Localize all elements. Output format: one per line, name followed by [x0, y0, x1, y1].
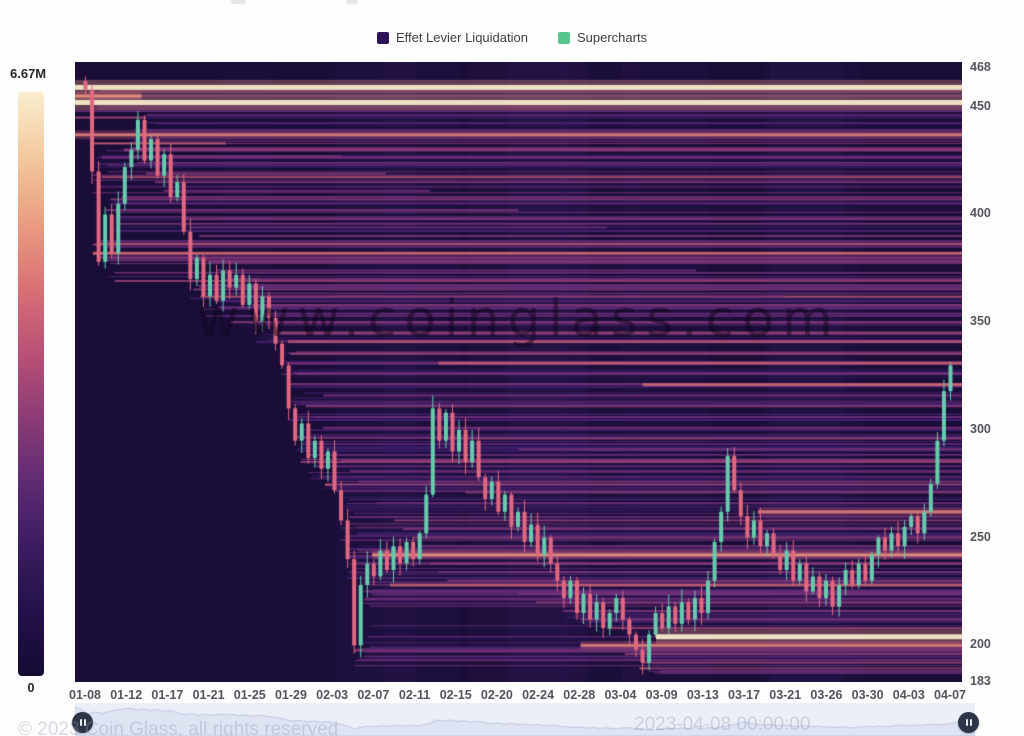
x-tick-label: 04-07 [934, 688, 966, 702]
colorbar-max-label: 6.67M [10, 66, 47, 81]
footer-ghost-timestamp: 2023-04-08 00:00:00 [634, 714, 811, 735]
y-tick-label: 350 [970, 314, 991, 329]
heatmap-canvas[interactable] [75, 62, 962, 682]
x-tick-label: 03-30 [851, 688, 884, 702]
x-tick-label: 03-04 [604, 688, 637, 702]
legend-item-supercharts[interactable]: Supercharts [557, 30, 648, 45]
y-tick-label: 468 [970, 60, 991, 74]
drag-handle-icon [83, 719, 86, 726]
x-tick-label: 01-29 [274, 688, 307, 702]
legend-swatch-purple-icon [376, 31, 389, 44]
x-tick-label: 01-25 [233, 688, 266, 702]
x-tick-label: 02-24 [522, 688, 555, 702]
y-tick-label: 400 [970, 206, 991, 221]
y-tick-label: 450 [970, 98, 991, 113]
navigator-left-handle[interactable] [72, 712, 93, 733]
x-tick-label: 01-12 [110, 688, 143, 702]
drag-handle-icon [79, 719, 82, 726]
x-tick-label: 03-21 [769, 688, 802, 702]
y-tick-label: 250 [970, 529, 991, 544]
y-tick-label: 200 [970, 637, 991, 652]
x-tick-label: 03-17 [728, 688, 761, 702]
x-tick-label: 02-11 [398, 688, 431, 702]
legend-label: Effet Levier Liquidation [395, 30, 528, 45]
footer-ghost-copyright: © 2023 Coin Glass, all rights reserved [18, 719, 339, 736]
x-tick-label: 02-20 [480, 688, 513, 702]
x-tick-label: 01-21 [192, 688, 225, 702]
x-tick-label: 04-03 [892, 688, 925, 702]
legend-item-liquidation[interactable]: Effet Levier Liquidation [376, 30, 528, 45]
top-edge-artifact [346, 0, 358, 4]
top-edge-artifact [231, 0, 246, 4]
x-tick-label: 03-26 [810, 688, 843, 702]
x-tick-label: 02-15 [439, 688, 472, 702]
drag-handle-icon [969, 719, 972, 726]
colorbar-min-label: 0 [27, 681, 35, 695]
x-tick-label: 03-13 [686, 688, 719, 702]
legend-label: Supercharts [576, 30, 648, 45]
navigator-canvas[interactable] [75, 703, 975, 736]
legend-swatch-green-icon [557, 31, 570, 44]
x-tick-label: 01-17 [151, 688, 184, 702]
navigator-right-handle[interactable] [958, 712, 979, 733]
x-tick-label: 02-28 [563, 688, 596, 702]
x-tick-label: 02-03 [316, 688, 349, 702]
drag-handle-icon [965, 719, 968, 726]
x-tick-label: 01-08 [69, 688, 101, 702]
y-tick-label: 300 [970, 421, 991, 436]
colorbar-gradient [18, 92, 44, 676]
chart-legend: Effet Levier Liquidation Supercharts [0, 30, 1024, 45]
y-tick-label: 183 [970, 674, 991, 688]
x-tick-label: 03-09 [645, 688, 678, 702]
x-tick-label: 02-07 [357, 688, 390, 702]
